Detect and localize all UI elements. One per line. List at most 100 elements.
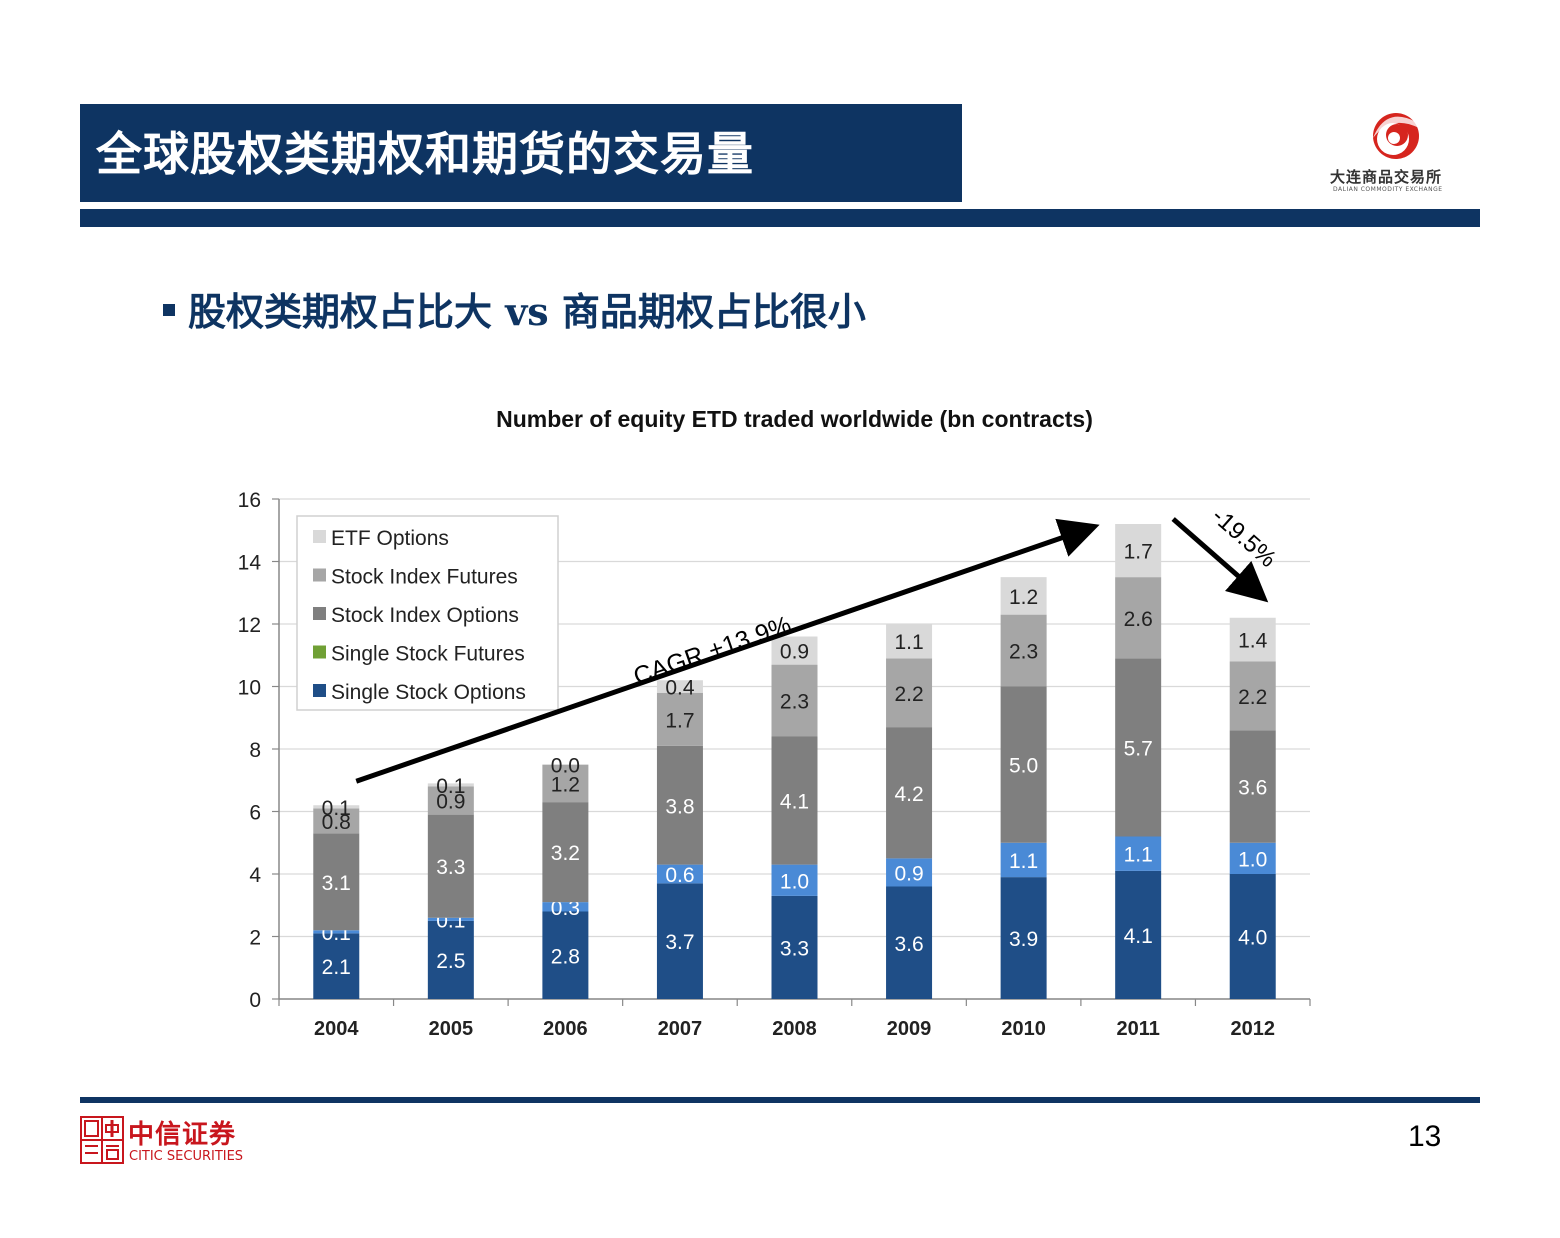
dce-logo-icon bbox=[1373, 113, 1419, 159]
bar-segment bbox=[1000, 686, 1047, 843]
y-tick-label: 4 bbox=[249, 864, 261, 887]
bar-data-label: 0.1 bbox=[436, 775, 465, 798]
bar-segment bbox=[1229, 617, 1276, 662]
bar-segment bbox=[313, 805, 360, 809]
bar-segment bbox=[1229, 874, 1276, 999]
bar-data-label: 3.8 bbox=[665, 795, 694, 818]
bar-segment bbox=[1229, 842, 1276, 874]
bar-data-label: 1.7 bbox=[1124, 541, 1153, 564]
legend-label: Stock Index Futures bbox=[331, 566, 518, 589]
x-tick-label: 2007 bbox=[658, 1018, 703, 1040]
y-tick-label: 0 bbox=[249, 989, 261, 1012]
bar-segment bbox=[542, 764, 589, 803]
bar-segment bbox=[427, 920, 474, 999]
page-title: 全球股权类期权和期货的交易量 bbox=[96, 127, 754, 181]
bar-data-label: 0.4 bbox=[665, 677, 695, 700]
chart-title: Number of equity ETD traded worldwide (b… bbox=[496, 406, 1093, 432]
slide-subtitle: 股权类期权占比大 vs 商品期权占比很小 bbox=[188, 289, 866, 334]
y-tick-label: 2 bbox=[249, 927, 261, 950]
bar-segment bbox=[886, 858, 933, 887]
bar-segment bbox=[656, 692, 703, 746]
bar-segment bbox=[1000, 877, 1047, 999]
bar-segment bbox=[427, 814, 474, 918]
bar-data-label: 2.2 bbox=[894, 683, 923, 706]
bar-segment bbox=[771, 636, 818, 665]
legend-swatch bbox=[313, 568, 326, 582]
legend-swatch bbox=[313, 607, 326, 620]
legend-swatch bbox=[313, 684, 326, 697]
bar-data-label: 1.7 bbox=[665, 709, 694, 732]
dce-logo-chinese-text: 大连商品交易所 bbox=[1330, 168, 1443, 186]
x-tick-label: 2009 bbox=[887, 1018, 932, 1040]
x-tick-label: 2010 bbox=[1001, 1018, 1046, 1040]
y-tick-label: 12 bbox=[238, 614, 261, 637]
legend-label: Single Stock Futures bbox=[331, 643, 525, 666]
x-tick-label: 2004 bbox=[314, 1018, 359, 1040]
bar-data-label: 3.6 bbox=[894, 933, 923, 956]
bar-segment bbox=[1115, 836, 1162, 871]
bar-data-label: 2.5 bbox=[436, 950, 465, 973]
legend-label: ETF Options bbox=[331, 527, 449, 550]
bar-segment bbox=[427, 786, 474, 815]
bar-segment bbox=[771, 664, 818, 737]
bar-data-label: 2.3 bbox=[780, 691, 809, 714]
bar-segment bbox=[886, 624, 933, 659]
bar-data-label: 0.9 bbox=[780, 641, 809, 664]
bar-segment bbox=[542, 911, 589, 999]
bar-segment bbox=[771, 736, 818, 865]
bar-data-label: 1.0 bbox=[1238, 848, 1267, 871]
decline-arrow bbox=[1171, 517, 1269, 603]
legend-label: Single Stock Options bbox=[331, 681, 526, 704]
legend-label: Stock Index Options bbox=[331, 604, 519, 627]
bar-segment bbox=[1115, 524, 1162, 578]
bar-data-label: 1.2 bbox=[551, 773, 580, 796]
bar-data-label: 3.1 bbox=[322, 872, 351, 895]
bar-data-label: 3.9 bbox=[1009, 928, 1038, 951]
bar-data-label: 4.2 bbox=[894, 783, 923, 806]
bar-segment bbox=[886, 886, 933, 999]
cagr-arrow bbox=[355, 518, 1100, 784]
y-tick-label: 14 bbox=[238, 552, 262, 575]
bar-segment bbox=[313, 930, 360, 934]
bar-data-label: 0.9 bbox=[436, 791, 465, 814]
bar-data-label: 3.6 bbox=[1238, 777, 1267, 800]
x-tick-label: 2005 bbox=[429, 1018, 474, 1040]
bar-data-label: 2.6 bbox=[1124, 608, 1153, 631]
bar-data-label: 4.0 bbox=[1238, 927, 1267, 950]
bar-data-label: 1.2 bbox=[1009, 586, 1038, 609]
bar-segment bbox=[313, 833, 360, 931]
bar-segment bbox=[1115, 577, 1162, 659]
bar-segment bbox=[542, 902, 589, 912]
bar-data-label: 0.1 bbox=[322, 797, 351, 820]
bar-data-label: 3.3 bbox=[436, 856, 465, 879]
bar-data-label: 2.8 bbox=[551, 945, 580, 968]
bar-data-label: 0.8 bbox=[322, 811, 351, 834]
bar-segment bbox=[313, 933, 360, 999]
chart-legend bbox=[296, 515, 559, 711]
bar-segment bbox=[886, 727, 933, 859]
bar-data-label: 0.0 bbox=[551, 755, 580, 778]
bar-data-label: 5.0 bbox=[1009, 755, 1038, 778]
bar-segment bbox=[1000, 614, 1047, 687]
footer-rule bbox=[80, 1097, 1480, 1103]
bullet-square-icon bbox=[163, 304, 175, 316]
y-tick-label: 16 bbox=[238, 489, 261, 512]
bar-data-label: 2.1 bbox=[322, 956, 351, 979]
bar-segment bbox=[771, 864, 818, 896]
citic-logo-chinese-text: 中信证券 bbox=[128, 1120, 237, 1150]
x-tick-label: 2006 bbox=[543, 1018, 588, 1040]
bar-segment bbox=[1229, 730, 1276, 843]
citic-seal-logo-icon bbox=[80, 1116, 124, 1164]
x-tick-label: 2008 bbox=[772, 1018, 817, 1040]
x-tick-label: 2012 bbox=[1230, 1018, 1275, 1040]
bar-data-label: 0.9 bbox=[894, 862, 923, 885]
decline-annotation: -19.5% bbox=[1206, 503, 1281, 573]
bar-segment bbox=[771, 895, 818, 999]
bar-data-label: 1.1 bbox=[894, 631, 923, 654]
legend-swatch bbox=[313, 530, 326, 543]
y-tick-label: 10 bbox=[238, 677, 261, 700]
bar-data-label: 1.1 bbox=[1124, 844, 1153, 867]
legend-swatch bbox=[313, 645, 326, 659]
bar-segment bbox=[1229, 661, 1276, 731]
